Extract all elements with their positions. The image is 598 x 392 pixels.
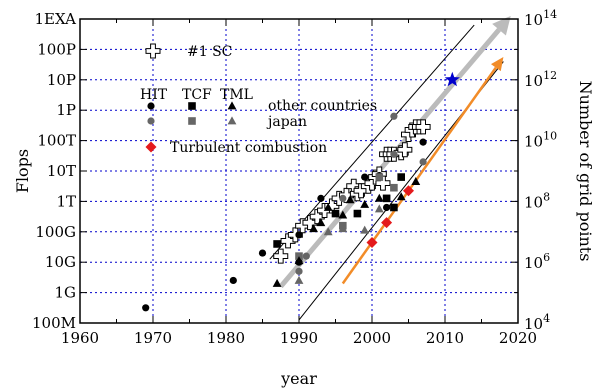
cross-point [280, 233, 296, 249]
y2-tick-label: 1012 [524, 69, 557, 90]
y-tick-label: 100G [35, 223, 76, 241]
triangle-point [338, 210, 348, 219]
circle-point [419, 158, 427, 166]
square-point [353, 209, 362, 218]
triangle-point [360, 199, 370, 208]
legend-header-hit: HIT [140, 87, 168, 103]
x-tick-label: 1970 [134, 329, 172, 347]
y2-tick-label: 106 [524, 251, 550, 272]
legend-tml-other-marker [227, 101, 237, 110]
legend-hit-japan-marker [147, 117, 155, 125]
triangle-point [345, 195, 355, 204]
legend-tml-japan-marker [227, 116, 237, 125]
turb-trend-line [341, 66, 497, 285]
y2-axis-title: Number of grid points [576, 81, 595, 262]
legend-header-tcf: TCF [182, 87, 212, 103]
y-tick-label: 1T [56, 192, 76, 210]
axis-ticks [79, 18, 519, 324]
y-tick-label: 10T [47, 162, 76, 180]
x-tick-label: 1990 [280, 329, 318, 347]
y-tick-label: 1P [56, 101, 76, 119]
sc-trend-arrowhead [492, 15, 511, 36]
legend-tcf-other-marker [188, 102, 196, 110]
cross-point [415, 119, 431, 135]
circle-point [295, 267, 303, 275]
y2-tick-label: 1010 [524, 130, 557, 151]
triangle-point [294, 275, 304, 284]
x-tick-label: 2000 [353, 329, 391, 347]
x-tick-label: 1980 [207, 329, 245, 347]
y2-tick-label: 108 [524, 190, 550, 211]
triangle-point [309, 224, 318, 233]
x-tick-label: 2020 [499, 329, 537, 347]
triangle-point [411, 177, 421, 186]
triangle-point [360, 225, 370, 234]
cross-point [273, 248, 289, 264]
y-tick-label: 100M [32, 314, 76, 332]
x-axis-title: year [280, 369, 317, 388]
square-point [375, 173, 384, 181]
data-points [142, 71, 460, 312]
tick-labels: 1960 1970 1980 1990 2000 2010 2020 100M 1G 10G 100… [32, 8, 557, 347]
triangle-point [374, 193, 384, 202]
cross-point [397, 142, 413, 158]
square-point [382, 194, 391, 203]
legend-turbulent-label: Turbulent combustion [170, 140, 327, 156]
legend-turbulent-marker [145, 141, 157, 153]
legend-hit-other-marker [147, 102, 155, 110]
circle-point [390, 150, 398, 158]
y-tick-label: 10G [45, 253, 76, 271]
legend-header-tml: TML [220, 87, 253, 103]
triangle-point [374, 204, 384, 213]
x-tick-label: 2010 [426, 329, 464, 347]
legend: #1 SC HIT TCF TML other countries japan … [140, 43, 377, 156]
circle-point [361, 173, 369, 181]
triangle-point [323, 227, 333, 236]
legend-sc-label: #1 SC [187, 44, 232, 60]
circle-point [229, 276, 237, 285]
circle-point [317, 194, 325, 202]
y2-tick-label: 1014 [524, 8, 557, 29]
turb-trend-arrowhead [490, 57, 504, 72]
y2-tick-label: 104 [524, 312, 550, 333]
diamond-point [403, 185, 414, 197]
triangle-point [338, 224, 348, 233]
triangle-point [396, 192, 406, 201]
x-tick-label: 1960 [61, 329, 99, 347]
diamond-point [381, 217, 393, 229]
legend-japan-label: japan [266, 114, 307, 130]
square-point [390, 183, 398, 192]
triangle-point [316, 218, 326, 227]
y-axis-title: Flops [13, 149, 32, 193]
legend-sc-marker [145, 43, 161, 59]
circle-point [419, 138, 427, 146]
circle-point [302, 252, 310, 260]
y-tick-label: 1G [54, 284, 76, 302]
star-point [444, 71, 460, 87]
y-tick-label: 10P [47, 71, 76, 89]
triangle-point [323, 202, 333, 211]
diamond-point [366, 236, 378, 248]
circle-point [383, 203, 391, 212]
square-point [273, 240, 281, 248]
y-tick-label: 1EXA [35, 10, 77, 28]
circle-point [295, 231, 303, 239]
y-tick-label: 100T [37, 132, 76, 150]
square-point [390, 203, 398, 212]
circle-point [339, 194, 347, 202]
square-point [331, 209, 340, 218]
circle-point [142, 304, 150, 312]
square-point [397, 173, 405, 181]
triangle-point [294, 256, 304, 265]
legend-tcf-japan-marker [188, 117, 196, 125]
y-tick-label: 100P [37, 40, 76, 58]
legend-other-label: other countries [268, 98, 377, 114]
circle-point [390, 112, 398, 120]
triangle-point [272, 278, 282, 287]
circle-point [258, 249, 267, 257]
